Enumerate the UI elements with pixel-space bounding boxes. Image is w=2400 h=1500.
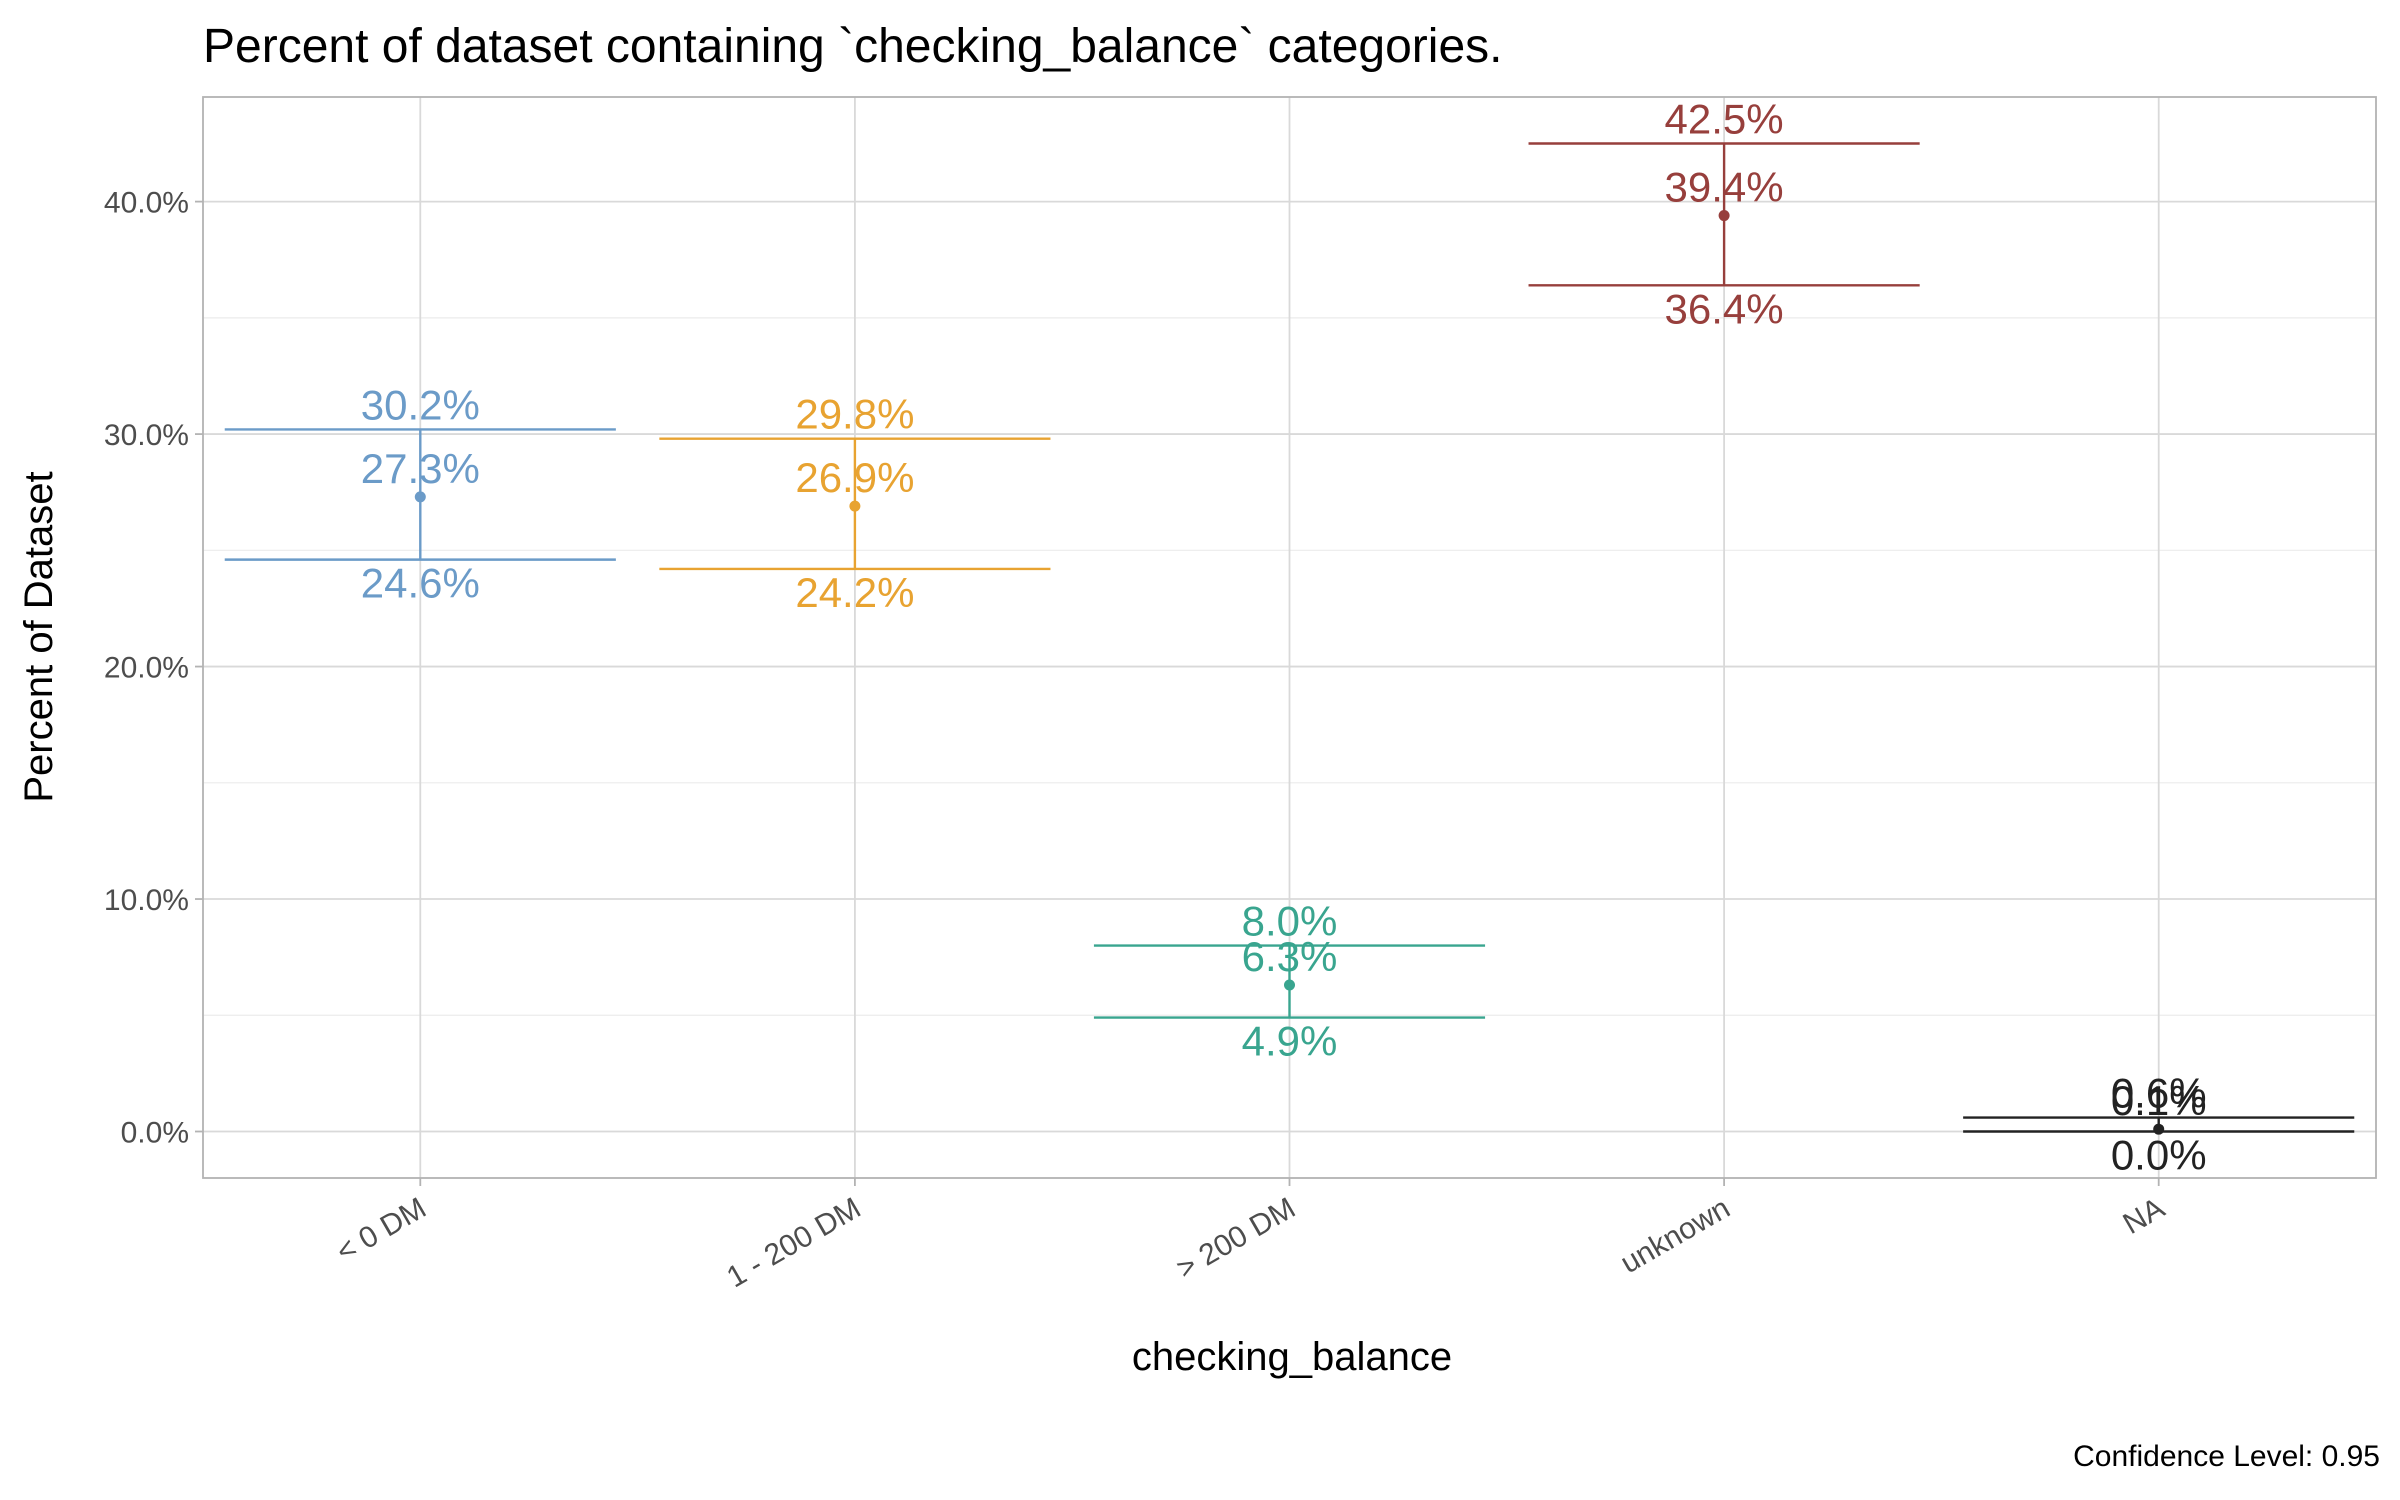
estimate-value-label: 26.9% [795,454,914,501]
x-tick-label: NA [2118,1191,2171,1240]
chart-title: Percent of dataset containing `checking_… [203,20,1502,73]
y-tick-label: 20.0% [104,652,189,685]
estimate-value-label: 6.3% [1242,933,1338,980]
y-axis-ticks: 0.0% 10.0% 20.0% 30.0% 40.0% [104,187,203,1150]
x-axis-title: checking_balance [1132,1335,1452,1379]
errorbar-group: 42.5% 39.4% 36.4% [1528,95,1920,332]
y-tick-label: 30.0% [104,419,189,452]
errorbar-group: 29.8% 26.9% 24.2% [659,391,1051,616]
error-bars: 30.2% 27.3% 24.6% 29.8% 26.9% 24.2% 8.0%6.3% 4.… [224,95,2355,1179]
errorbar-group: 8.0%6.3% 4.9% [1093,898,1486,1065]
estimate-value-label: 0.1% [2111,1077,2207,1124]
upper-value-label: 29.8% [795,391,914,438]
lower-value-label: 0.0% [2111,1132,2207,1179]
y-tick-label: 0.0% [121,1117,189,1150]
estimate-value-label: 39.4% [1665,164,1784,211]
x-tick-label: > 200 DM [1171,1191,1301,1285]
upper-value-label: 42.5% [1665,95,1784,142]
estimate-point [1718,210,1730,222]
estimate-value-label: 27.3% [361,445,480,492]
errorbar-group: 30.2% 27.3% 24.6% [224,381,616,607]
upper-value-label: 0.6% [2111,1070,2207,1117]
y-tick-label: 10.0% [104,884,189,917]
x-tick-label: < 0 DM [331,1191,432,1268]
x-tick-label: 1 - 200 DM [721,1191,866,1294]
y-axis-title: Percent of Dataset [17,471,61,802]
x-tick-label: unknown [1615,1191,1736,1280]
estimate-point [1284,979,1295,991]
lower-value-label: 24.2% [795,569,914,616]
lower-value-label: 36.4% [1665,285,1784,332]
estimate-point [2153,1123,2165,1135]
upper-value-label: 30.2% [361,381,480,428]
confidence-caption: Confidence Level: 0.95 [2073,1440,2380,1473]
estimate-point [414,491,426,503]
x-axis-ticks: < 0 DM 1 - 200 DM > 200 DM unknown NA [331,1178,2170,1294]
estimate-point [849,500,861,512]
lower-value-label: 4.9% [1242,1018,1338,1065]
lower-value-label: 24.6% [361,560,480,607]
errorbar-group: 0.6%0.1% 0.0% [1963,1070,2355,1179]
y-tick-label: 40.0% [104,187,189,220]
upper-value-label: 8.0% [1242,898,1338,945]
